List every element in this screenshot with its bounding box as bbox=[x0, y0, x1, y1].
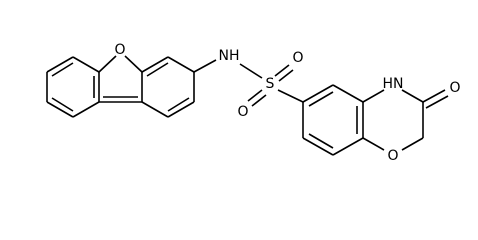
atom-labels: O NH S O O HN O O bbox=[114, 42, 460, 164]
atom-label: NH bbox=[219, 48, 240, 64]
atom-label: O bbox=[237, 104, 248, 120]
atom-label: O bbox=[387, 148, 398, 164]
atom-label: O bbox=[292, 50, 303, 66]
atom-label: S bbox=[266, 76, 275, 92]
atom-label: O bbox=[449, 80, 460, 96]
bonds bbox=[46, 55, 449, 156]
molecule-diagram: O NH S O O HN O O bbox=[46, 42, 461, 164]
atom-label: HN bbox=[383, 76, 404, 92]
structure: O NH S O O HN O O bbox=[46, 42, 461, 164]
atom-label: O bbox=[114, 42, 125, 58]
